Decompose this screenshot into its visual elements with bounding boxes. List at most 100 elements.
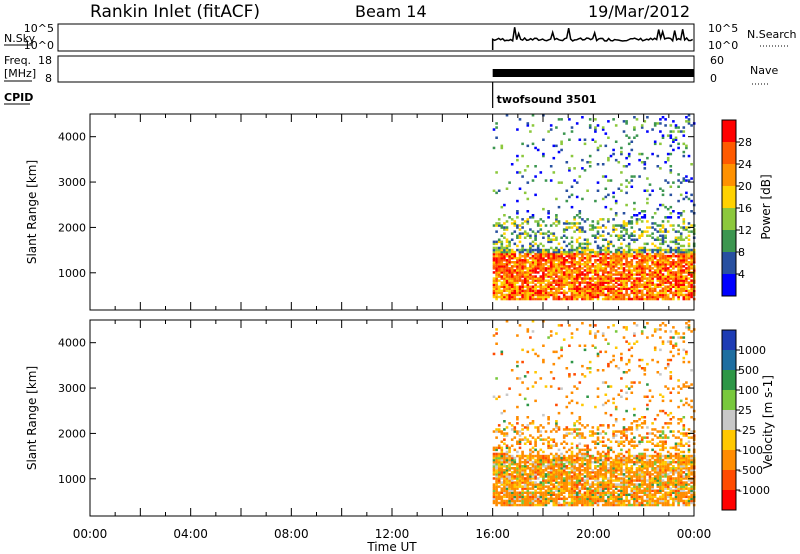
echo-cell [685, 228, 688, 231]
echo-cell [575, 275, 579, 278]
echo-cell [625, 252, 628, 256]
echo-cell [586, 256, 589, 260]
echo-cell [682, 134, 686, 137]
echo-cell [633, 273, 636, 276]
echo-cell [643, 283, 647, 286]
echo-cell [531, 289, 535, 293]
echo-cell [643, 367, 647, 370]
echo-cell [557, 465, 561, 468]
echo-cell [607, 501, 610, 505]
echo-cell [518, 493, 522, 496]
echo-cell [617, 256, 621, 260]
echo-cell [591, 269, 595, 272]
echo-cell [547, 252, 550, 256]
echo-cell [575, 497, 579, 501]
echo-cell [531, 456, 535, 460]
echo-cell [630, 175, 634, 178]
echo-cell [573, 230, 576, 233]
echo-cell [583, 287, 587, 290]
echo-cell [578, 244, 582, 248]
echo-cell [656, 263, 660, 266]
echo-cell [521, 248, 524, 252]
echo-cell [596, 148, 600, 152]
echo-cell [555, 473, 558, 476]
echo-cell [651, 473, 654, 476]
echo-cell [581, 281, 584, 284]
echo-cell [562, 132, 566, 135]
echo-cell [659, 224, 662, 227]
echo-cell [497, 224, 501, 227]
echo-cell [661, 234, 665, 237]
echo-cell [677, 471, 680, 474]
echo-cell [620, 485, 623, 488]
echo-cell [495, 224, 498, 227]
echo-cell [679, 275, 683, 278]
echo-cell [609, 413, 613, 417]
echo-cell [601, 234, 605, 237]
echo-cell [539, 483, 543, 486]
echo-cell [596, 246, 600, 250]
echo-cell [542, 287, 545, 290]
echo-cell [542, 438, 545, 441]
echo-cell [562, 503, 566, 507]
echo-cell [687, 267, 691, 270]
echo-cell [601, 285, 605, 288]
echo-cell [531, 465, 535, 468]
echo-cell [617, 454, 621, 458]
echo-cell [555, 424, 558, 427]
echo-cell [536, 469, 540, 472]
echo-cell [531, 501, 535, 505]
echo-cell [674, 279, 678, 282]
echo-cell [677, 448, 680, 452]
echo-cell [549, 259, 553, 262]
echo-cell [531, 142, 535, 146]
echo-cell [677, 238, 680, 241]
echo-cell [638, 358, 641, 362]
echo-cell [620, 246, 623, 250]
echo-cell [656, 413, 660, 417]
echo-cell [568, 456, 571, 460]
echo-cell [552, 485, 556, 488]
echo-cell [646, 495, 649, 499]
echo-cell [581, 456, 584, 460]
echo-cell [690, 199, 693, 203]
echo-cell [500, 254, 504, 258]
echo-cell [552, 250, 556, 254]
echo-cell [560, 283, 563, 286]
echo-cell [661, 467, 665, 470]
echo-cell [614, 454, 618, 458]
echo-cell [661, 259, 665, 262]
echo-cell [653, 458, 657, 462]
echo-cell [555, 144, 558, 148]
echo-cell [607, 362, 610, 366]
echo-cell [536, 456, 540, 460]
echo-cell [659, 256, 662, 260]
echo-cell [677, 454, 680, 458]
echo-cell [570, 491, 574, 494]
echo-cell [685, 116, 688, 119]
echo-cell [539, 497, 543, 501]
echo-cell [560, 460, 563, 464]
echo-cell [620, 503, 623, 507]
echo-cell [562, 487, 566, 490]
echo-cell [552, 293, 556, 297]
echo-cell [646, 483, 649, 486]
echo-cell [513, 283, 517, 286]
echo-cell [516, 493, 519, 496]
echo-cell [638, 440, 641, 443]
echo-cell [513, 483, 517, 486]
echo-cell [583, 426, 587, 429]
echo-cell [687, 489, 691, 492]
echo-cell [674, 275, 678, 278]
echo-cell [672, 210, 675, 213]
echo-cell [568, 222, 571, 225]
echo-cell [638, 297, 641, 301]
echo-cell [666, 499, 670, 503]
echo-cell [620, 267, 623, 270]
echo-cell [508, 475, 511, 478]
echo-cell [685, 467, 688, 470]
echo-cell [562, 273, 566, 276]
echo-cell [557, 483, 561, 486]
echo-cell [620, 458, 623, 462]
echo-cell [586, 481, 589, 484]
